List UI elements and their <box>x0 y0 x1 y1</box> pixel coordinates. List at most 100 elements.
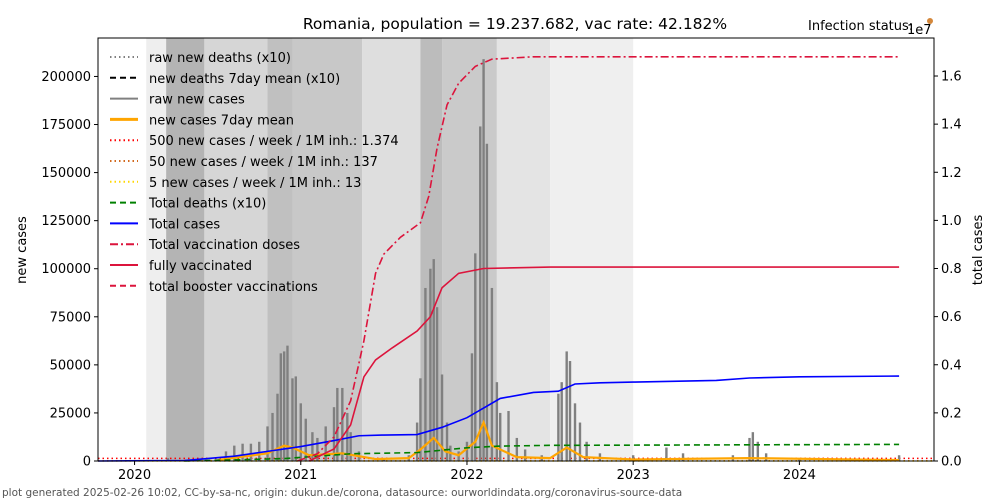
raw-cases-bar <box>499 412 502 461</box>
raw-cases-bar <box>748 437 751 461</box>
total-vaccination-doses-line <box>297 55 900 462</box>
y-right-tick-label: 1.0 <box>941 214 962 229</box>
total-deaths-line <box>184 443 900 462</box>
raw-cases-bar <box>465 441 469 461</box>
y-right-tick-label: 0.6 <box>941 310 962 325</box>
legend-label: 500 new cases / week / 1M inh.: 1.374 <box>149 134 399 149</box>
raw-cases-bar <box>557 393 560 461</box>
raw-cases-bar <box>440 374 444 461</box>
legend-label: 5 new cases / week / 1M inh.: 13 <box>149 176 361 191</box>
x-tick-label: 2020 <box>118 468 151 483</box>
raw-cases-bar <box>756 441 760 461</box>
raw-cases-bar <box>631 455 635 461</box>
y-right-tick-label: 1.4 <box>941 118 962 133</box>
raw-cases-bar <box>565 351 568 461</box>
chart-title: Romania, population = 19.237.682, vac ra… <box>303 15 727 33</box>
infection-status-label: Infection status: <box>808 19 913 34</box>
y-right-tick-label: 0.8 <box>941 262 962 277</box>
raw-cases-bar <box>271 412 274 461</box>
raw-cases-bar <box>432 259 435 461</box>
status-band <box>362 38 421 461</box>
x-tick-label: 2022 <box>450 468 483 483</box>
raw-cases-bar <box>474 253 477 461</box>
raw-cases-bar <box>266 426 269 461</box>
legend-label: fully vaccinated <box>149 259 252 274</box>
y-right-tick-label: 1.6 <box>941 70 962 85</box>
raw-cases-bar <box>233 445 236 461</box>
legend-label: new cases 7day mean <box>149 113 294 128</box>
raw-cases-bar <box>897 455 901 461</box>
y-tick-label: 175000 <box>41 118 91 133</box>
x-tick-label: 2023 <box>617 468 650 483</box>
raw-cases-bar <box>479 126 482 461</box>
raw-cases-bar <box>515 437 519 461</box>
status-band <box>146 38 167 461</box>
raw-cases-bar <box>523 449 527 461</box>
y-tick-label: 125000 <box>41 214 91 229</box>
raw-cases-bar <box>332 407 336 461</box>
status-band <box>292 38 363 461</box>
raw-cases-bar <box>166 458 170 461</box>
raw-cases-bar <box>560 382 563 461</box>
infection-status-dot <box>927 18 933 24</box>
raw-cases-bar <box>341 387 344 461</box>
legend-label: raw new cases <box>149 93 245 108</box>
raw-cases-bar <box>485 143 489 461</box>
legend-label: total booster vaccinations <box>149 280 318 295</box>
y-tick-label: 75000 <box>50 310 91 325</box>
right-axis-offset: 1e7 <box>907 23 932 38</box>
y-axis-label: new cases <box>15 216 30 284</box>
y-right-axis-label: total cases <box>971 215 986 286</box>
raw-cases-bar <box>286 345 289 461</box>
total-cases-line <box>97 375 900 462</box>
status-band <box>166 38 205 461</box>
raw-cases-bar <box>764 453 768 461</box>
raw-cases-bar <box>279 353 283 461</box>
raw-cases-bar <box>324 426 327 461</box>
raw-cases-bar <box>349 432 352 461</box>
raw-cases-bar <box>751 432 755 461</box>
y-tick-label: 25000 <box>50 406 91 421</box>
raw-cases-bar <box>573 403 577 461</box>
plot-frame <box>97 37 935 462</box>
raw-cases-bar <box>282 351 286 461</box>
y-right-tick-label: 0.0 <box>941 455 962 470</box>
raw-cases-bar <box>276 393 279 461</box>
legend-label: 50 new cases / week / 1M inh.: 137 <box>149 155 378 170</box>
y-tick-label: 100000 <box>41 262 91 277</box>
y-tick-label: 150000 <box>41 166 91 181</box>
raw-cases-bar <box>435 307 439 461</box>
raw-cases-bar <box>311 432 314 461</box>
raw-cases-bar <box>482 59 485 462</box>
legend-label: raw new deaths (x10) <box>149 51 291 66</box>
raw-cases-bar <box>316 437 319 461</box>
new-cases-7day-mean-line <box>217 419 900 462</box>
raw-cases-bar <box>241 443 244 461</box>
y-tick-label: 200000 <box>41 70 91 85</box>
raw-cases-bar <box>415 422 419 461</box>
legend-label: Total vaccination doses <box>148 238 300 253</box>
y-tick-label: 50000 <box>50 358 91 373</box>
status-band <box>496 38 551 461</box>
status-band <box>204 38 268 461</box>
y-right-tick-label: 0.2 <box>941 406 962 421</box>
raw-cases-bar <box>304 418 307 461</box>
raw-cases-bar <box>249 443 253 461</box>
raw-cases-bar <box>199 459 203 461</box>
legend-label: new deaths 7day mean (x10) <box>149 72 340 87</box>
y-right-tick-label: 1.2 <box>941 166 962 181</box>
legend-label: Total deaths (x10) <box>148 197 266 212</box>
raw-cases-bar <box>578 422 582 461</box>
raw-cases-bar <box>470 353 474 461</box>
raw-cases-bar <box>299 403 302 461</box>
raw-cases-bar <box>336 387 339 461</box>
raw-cases-bar <box>291 378 294 461</box>
x-tick-label: 2021 <box>284 468 317 483</box>
status-band <box>550 38 634 461</box>
raw-cases-bar <box>294 376 297 461</box>
raw-cases-bar <box>419 378 422 461</box>
x-tick-label: 2024 <box>783 468 816 483</box>
fully-vaccinated-line <box>308 266 900 462</box>
raw-cases-bar <box>424 287 427 461</box>
